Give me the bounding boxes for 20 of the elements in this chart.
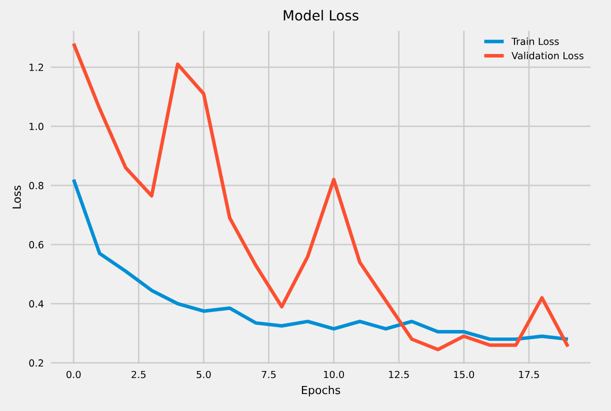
x-tick-label: 7.5 (262, 370, 276, 378)
x-axis-title: Epochs (302, 386, 340, 396)
x-tick-label: 2.5 (132, 370, 146, 378)
y-tick-label: 0.4 (29, 300, 44, 308)
x-tick-label: 10.0 (324, 370, 344, 378)
x-tick-label: 0.0 (66, 370, 81, 378)
legend-label: Validation Loss (512, 52, 584, 60)
y-tick-label: 0.8 (29, 182, 44, 190)
x-tick-label: 15.0 (454, 370, 474, 378)
y-tick-label: 0.6 (29, 241, 44, 248)
line-series (72, 178, 570, 341)
x-tick-label: 17.5 (519, 370, 539, 378)
y-tick-label: 1.0 (30, 122, 44, 130)
y-tick-label: 0.2 (29, 359, 44, 367)
x-tick-label: 12.5 (389, 370, 409, 378)
y-axis-title: Loss (12, 186, 21, 208)
legend-label: Train Loss (511, 38, 559, 46)
x-tick-label: 5.0 (196, 370, 211, 378)
y-tick-label: 1.2 (30, 64, 44, 71)
chart-title: Model Loss (284, 10, 358, 21)
